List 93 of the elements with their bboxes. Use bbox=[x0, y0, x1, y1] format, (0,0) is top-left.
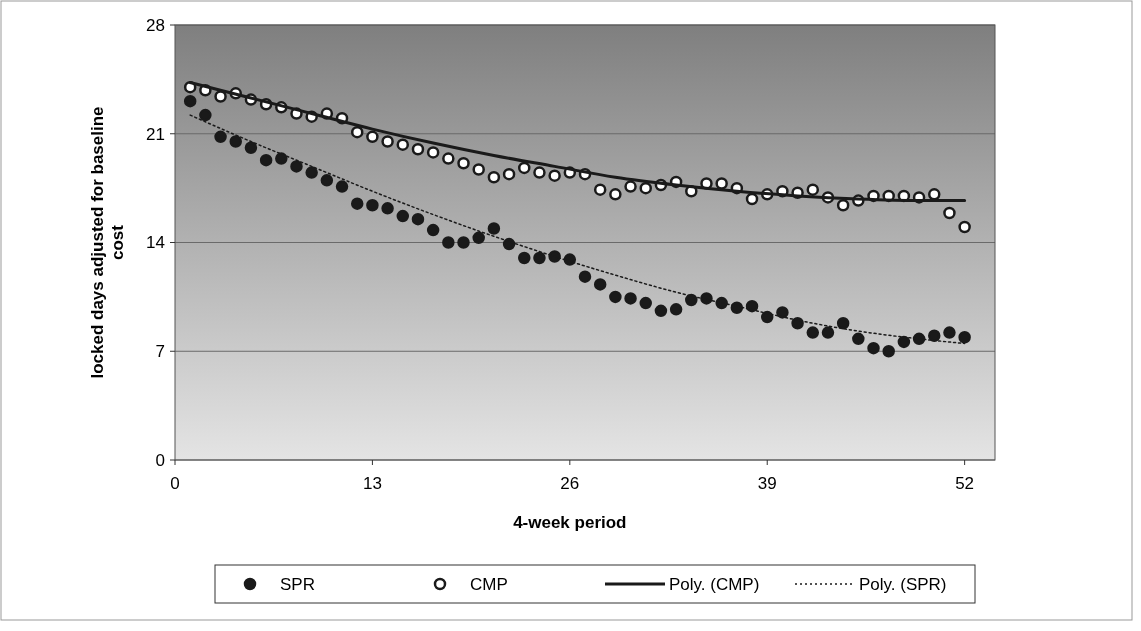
point bbox=[502, 167, 516, 181]
point bbox=[335, 180, 349, 193]
x-tick-label: 39 bbox=[757, 474, 777, 493]
point bbox=[381, 202, 394, 215]
point bbox=[518, 161, 531, 175]
point bbox=[305, 166, 318, 179]
point bbox=[669, 303, 683, 316]
point bbox=[715, 296, 728, 310]
point bbox=[548, 169, 561, 182]
point bbox=[411, 143, 425, 156]
point bbox=[609, 188, 622, 201]
point bbox=[821, 326, 835, 339]
y-tick-label: 0 bbox=[155, 450, 165, 470]
y-tick-label: 28 bbox=[146, 15, 165, 35]
point bbox=[760, 310, 774, 324]
point bbox=[199, 108, 212, 122]
x-axis-title: 4-week period bbox=[513, 513, 627, 532]
point bbox=[350, 197, 364, 210]
point bbox=[533, 166, 546, 179]
point bbox=[624, 180, 637, 193]
point bbox=[229, 135, 242, 148]
x-tick-label: 26 bbox=[560, 474, 580, 493]
point bbox=[472, 163, 485, 176]
point bbox=[442, 236, 455, 249]
point bbox=[366, 198, 379, 212]
point bbox=[958, 331, 971, 344]
point bbox=[836, 317, 850, 330]
point bbox=[533, 251, 546, 265]
point bbox=[791, 317, 804, 330]
point bbox=[578, 270, 592, 283]
point bbox=[867, 341, 880, 355]
point bbox=[700, 292, 713, 305]
y-tick-label: 14 bbox=[146, 233, 165, 253]
point bbox=[426, 223, 440, 237]
point bbox=[214, 90, 227, 103]
point bbox=[381, 135, 394, 148]
point bbox=[563, 253, 577, 266]
point bbox=[639, 181, 652, 195]
point bbox=[502, 237, 516, 251]
point bbox=[806, 326, 820, 339]
point bbox=[548, 250, 561, 263]
point bbox=[654, 304, 668, 318]
point bbox=[958, 220, 971, 234]
point bbox=[320, 174, 334, 187]
point bbox=[426, 146, 440, 159]
point bbox=[366, 130, 379, 144]
y-tick-label: 21 bbox=[146, 124, 165, 144]
point bbox=[214, 130, 227, 144]
y-tick-label: 7 bbox=[155, 342, 165, 362]
point bbox=[411, 212, 425, 226]
point bbox=[275, 152, 288, 165]
point bbox=[624, 292, 637, 305]
point bbox=[593, 183, 607, 196]
legend-label: CMP bbox=[470, 574, 508, 594]
point bbox=[745, 299, 759, 313]
y-axis-title: locked days adjusted for baseline cost bbox=[88, 106, 127, 379]
point bbox=[715, 177, 728, 190]
legend-label: SPR bbox=[280, 574, 315, 594]
point bbox=[897, 335, 911, 349]
point bbox=[183, 94, 197, 108]
point bbox=[836, 198, 850, 212]
point bbox=[593, 278, 607, 291]
point bbox=[806, 183, 820, 196]
legend-label: Poly. (SPR) bbox=[859, 574, 947, 594]
point bbox=[928, 329, 941, 342]
point bbox=[882, 345, 895, 358]
point bbox=[259, 153, 273, 167]
point bbox=[442, 152, 455, 165]
x-tick-label: 0 bbox=[170, 474, 180, 493]
x-tick-label: 13 bbox=[362, 474, 382, 493]
point bbox=[685, 293, 698, 307]
point bbox=[639, 296, 652, 310]
point bbox=[396, 209, 410, 223]
point bbox=[776, 306, 789, 319]
point bbox=[457, 236, 470, 249]
point bbox=[518, 251, 531, 265]
point bbox=[609, 290, 622, 304]
point bbox=[487, 222, 501, 235]
point bbox=[472, 231, 485, 245]
point bbox=[912, 332, 926, 346]
point bbox=[730, 301, 744, 314]
point bbox=[943, 326, 956, 339]
point bbox=[396, 138, 410, 151]
point bbox=[350, 125, 364, 139]
point bbox=[487, 171, 501, 184]
point bbox=[457, 157, 470, 170]
x-tick-label: 52 bbox=[955, 474, 975, 493]
point bbox=[943, 206, 956, 220]
point bbox=[244, 141, 258, 154]
point bbox=[852, 332, 865, 346]
legend-label: Poly. (CMP) bbox=[669, 574, 760, 594]
point bbox=[745, 192, 759, 206]
point bbox=[290, 160, 303, 173]
